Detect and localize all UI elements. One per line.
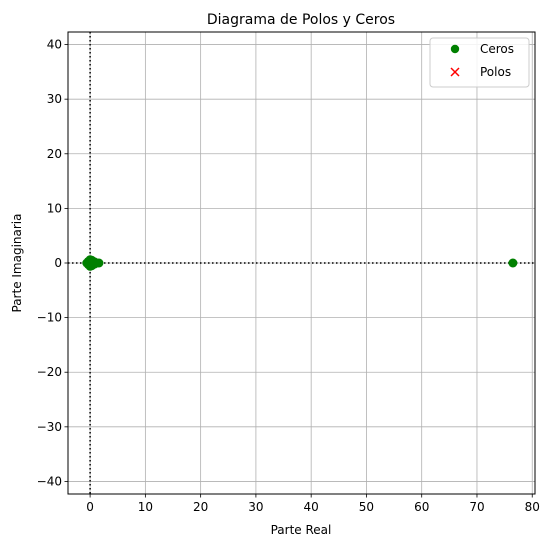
x-tick-label: 10 [138,500,153,514]
x-tick-label: 80 [525,500,540,514]
x-tick-label: 50 [359,500,374,514]
x-tick-label: 30 [248,500,263,514]
x-tick-label: 60 [414,500,429,514]
legend-ceros-marker [450,44,460,54]
y-axis-label: Parte Imaginaria [10,214,24,313]
y-tick-label: 0 [54,256,62,270]
y-tick-label: 30 [47,92,62,106]
zero-point [85,255,95,265]
y-tick-label: −40 [37,474,62,488]
reference-lines [68,32,535,494]
x-axis-label: Parte Real [271,523,332,537]
x-tick-label: 0 [86,500,94,514]
legend: Ceros Polos [429,37,530,88]
y-tick-label: −20 [37,365,62,379]
zero-point [85,261,95,271]
x-tick-label: 20 [193,500,208,514]
legend-polos-label: Polos [480,65,511,79]
y-tick-label: 10 [47,201,62,215]
legend-polos-marker [450,67,460,77]
y-tick-label: −10 [37,311,62,325]
y-axis-ticks: −40 −30 −20 −10 0 10 20 30 40 [37,38,68,488]
zero-point [508,258,518,268]
x-tick-label: 40 [304,500,319,514]
x-axis-ticks: 0 10 20 30 40 50 60 70 80 [86,494,540,514]
data-points [82,255,518,271]
zero-point [94,258,104,268]
y-tick-label: 40 [47,38,62,52]
x-tick-label: 70 [469,500,484,514]
chart-title: Diagrama de Polos y Ceros [207,12,395,28]
y-tick-label: −30 [37,420,62,434]
y-tick-label: 20 [47,147,62,161]
legend-ceros-label: Ceros [480,42,514,56]
